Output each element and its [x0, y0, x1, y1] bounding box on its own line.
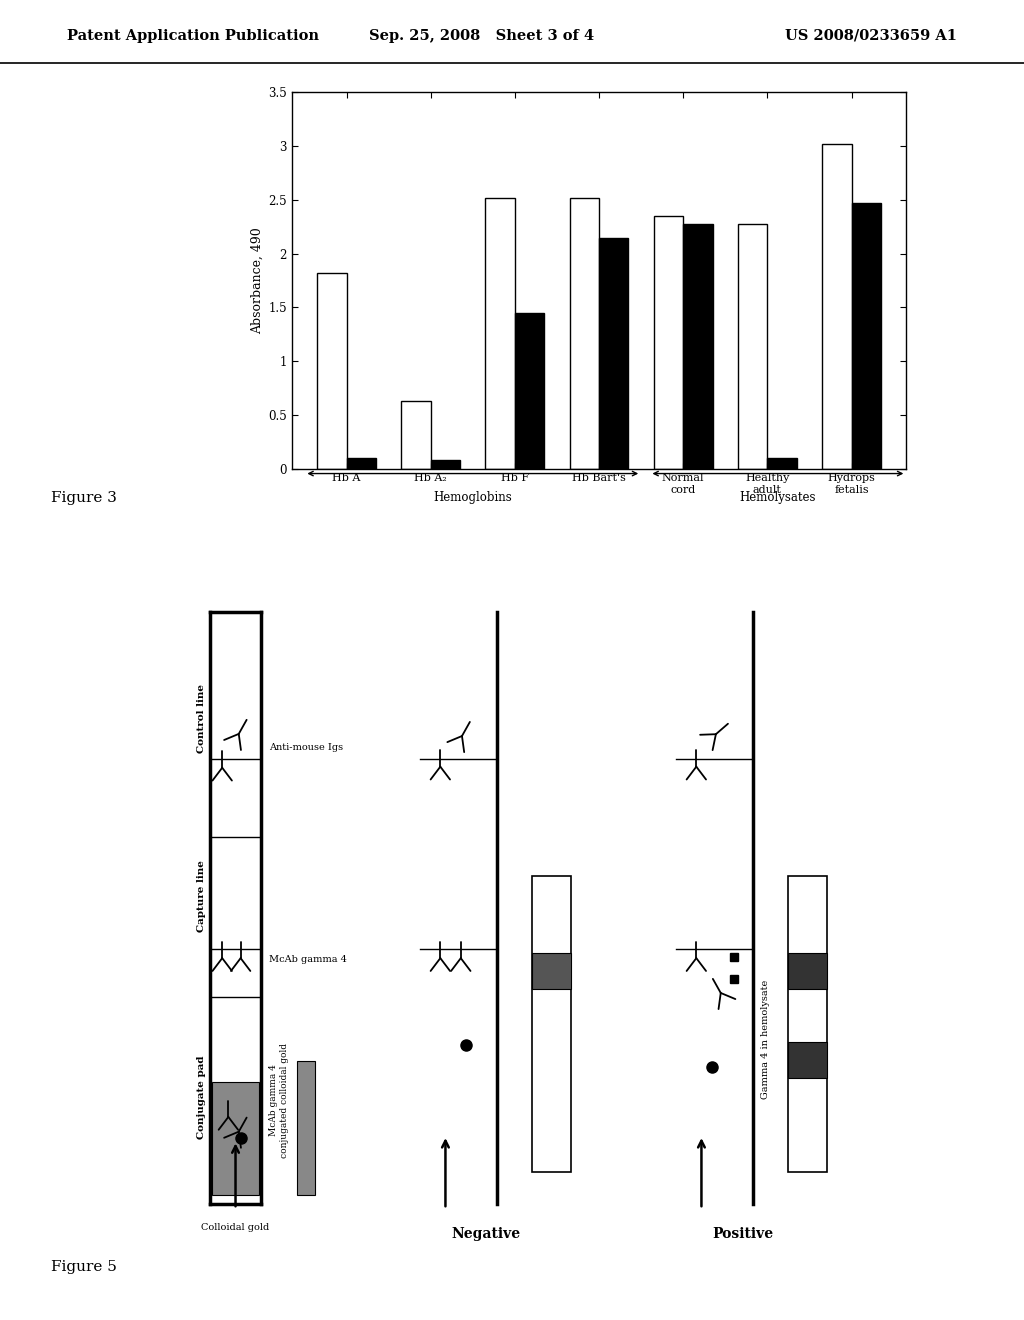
Text: Figure 5: Figure 5	[51, 1261, 117, 1274]
Bar	[317, 273, 346, 469]
Bar	[532, 953, 571, 989]
Text: Sep. 25, 2008   Sheet 3 of 4: Sep. 25, 2008 Sheet 3 of 4	[369, 29, 594, 42]
Bar	[653, 216, 683, 469]
Bar	[822, 144, 852, 469]
Text: Capture line: Capture line	[198, 861, 206, 932]
Bar	[599, 238, 629, 469]
Text: Figure 3: Figure 3	[51, 491, 117, 506]
Text: US 2008/0233659 A1: US 2008/0233659 A1	[785, 29, 957, 42]
Text: Control line: Control line	[198, 685, 206, 754]
Bar	[346, 458, 376, 469]
Bar	[767, 458, 797, 469]
Bar	[212, 1081, 259, 1196]
Bar	[788, 1041, 827, 1077]
Bar	[401, 401, 431, 469]
Bar	[532, 876, 571, 1172]
Text: McAb gamma 4
conjugated colloidal gold: McAb gamma 4 conjugated colloidal gold	[269, 1043, 289, 1158]
Text: Conjugate pad: Conjugate pad	[198, 1056, 206, 1139]
Y-axis label: Absorbance, 490: Absorbance, 490	[251, 227, 264, 334]
Bar	[852, 203, 881, 469]
Text: Positive: Positive	[712, 1228, 773, 1241]
Bar	[788, 953, 827, 989]
Text: Anti-mouse Igs: Anti-mouse Igs	[269, 743, 343, 752]
Bar	[297, 1061, 315, 1196]
Bar	[788, 876, 827, 1172]
Bar	[738, 223, 767, 469]
Bar	[431, 459, 460, 469]
Text: Patent Application Publication: Patent Application Publication	[67, 29, 318, 42]
Text: Gamma 4 in hemolysate: Gamma 4 in hemolysate	[761, 979, 770, 1098]
Bar	[485, 198, 515, 469]
Text: Colloidal gold: Colloidal gold	[202, 1222, 269, 1232]
Bar	[683, 223, 713, 469]
Bar	[569, 198, 599, 469]
Text: Hemoglobins: Hemoglobins	[433, 491, 512, 504]
Text: Negative: Negative	[452, 1228, 521, 1241]
Text: McAb gamma 4: McAb gamma 4	[269, 956, 347, 964]
Bar	[515, 313, 545, 469]
Text: Hemolysates: Hemolysates	[739, 491, 816, 504]
